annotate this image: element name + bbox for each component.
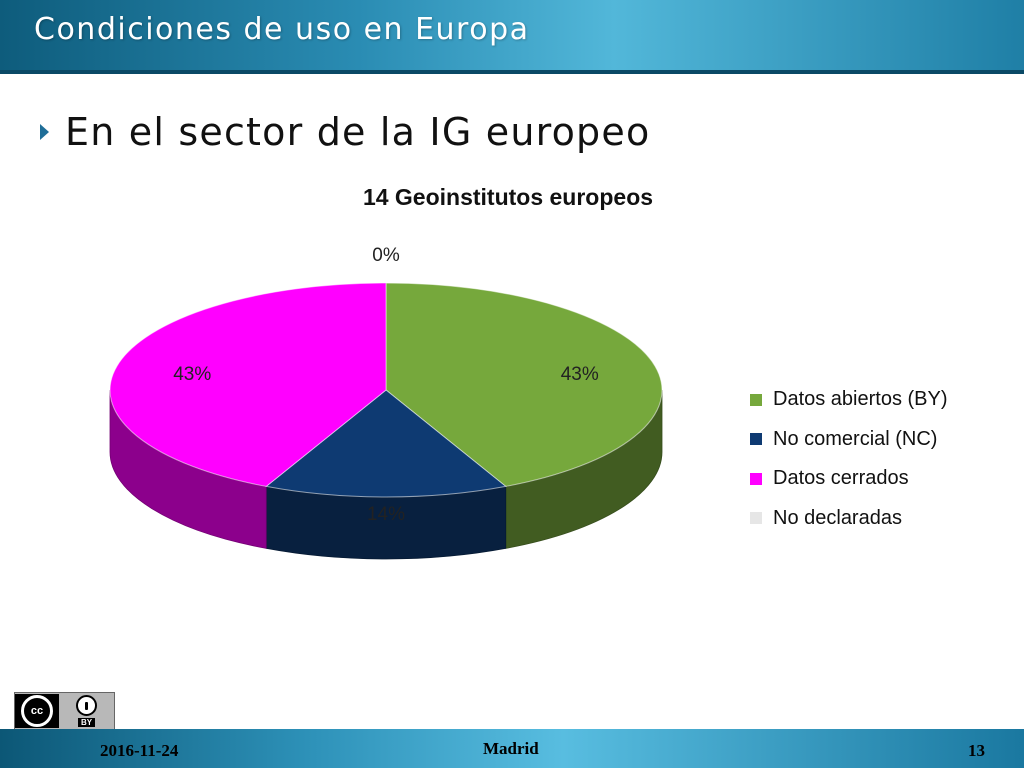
page-number: 13 xyxy=(968,741,985,760)
footer-bar xyxy=(0,729,1024,768)
data-label-3: 0% xyxy=(372,245,400,266)
legend-item: No declaradas xyxy=(750,499,948,539)
pie-slice-0 xyxy=(385,282,663,487)
bullet-point: En el sector de la IG europeo xyxy=(40,110,650,154)
title-bar xyxy=(0,0,1024,74)
cc-text: cc xyxy=(21,695,53,727)
pie-top xyxy=(109,282,663,498)
legend-swatch xyxy=(750,472,762,485)
bullet-arrow-icon xyxy=(40,124,49,140)
data-label-2: 43% xyxy=(173,364,211,385)
chart-legend: Datos abiertos (BY) No comercial (NC) Dato… xyxy=(750,380,948,538)
by-attribution-icon: BY xyxy=(59,695,114,727)
slide-title: Condiciones de uso en Europa xyxy=(34,12,530,47)
pie-slice-1 xyxy=(265,389,507,498)
legend-item: No comercial (NC) xyxy=(750,420,948,460)
cc-logo-icon: cc xyxy=(15,694,59,728)
creative-commons-by-icon: cc BY xyxy=(14,692,115,730)
legend-swatch xyxy=(750,393,762,406)
person-icon xyxy=(76,695,97,716)
footer-date: 2016-11-24 xyxy=(100,741,179,760)
footer-place: Madrid xyxy=(483,739,539,758)
legend-label: No declaradas xyxy=(773,506,902,529)
by-text: BY xyxy=(77,718,96,727)
bullet-text: En el sector de la IG europeo xyxy=(65,110,651,154)
legend-item: Datos abiertos (BY) xyxy=(750,380,948,420)
legend-label: Datos cerrados xyxy=(773,467,909,490)
pie-slice-2 xyxy=(109,282,387,487)
legend-label: No comercial (NC) xyxy=(773,427,938,450)
data-label-1: 14% xyxy=(367,504,405,525)
data-label-0: 43% xyxy=(561,364,599,385)
legend-swatch xyxy=(750,512,762,525)
legend-label: Datos abiertos (BY) xyxy=(773,388,948,411)
chart-title: 14 Geoinstitutos europeos xyxy=(362,184,654,210)
legend-item: Datos cerrados xyxy=(750,459,948,499)
data-labels: 43% 14% 43% 0% xyxy=(173,245,599,525)
legend-swatch xyxy=(750,433,762,446)
